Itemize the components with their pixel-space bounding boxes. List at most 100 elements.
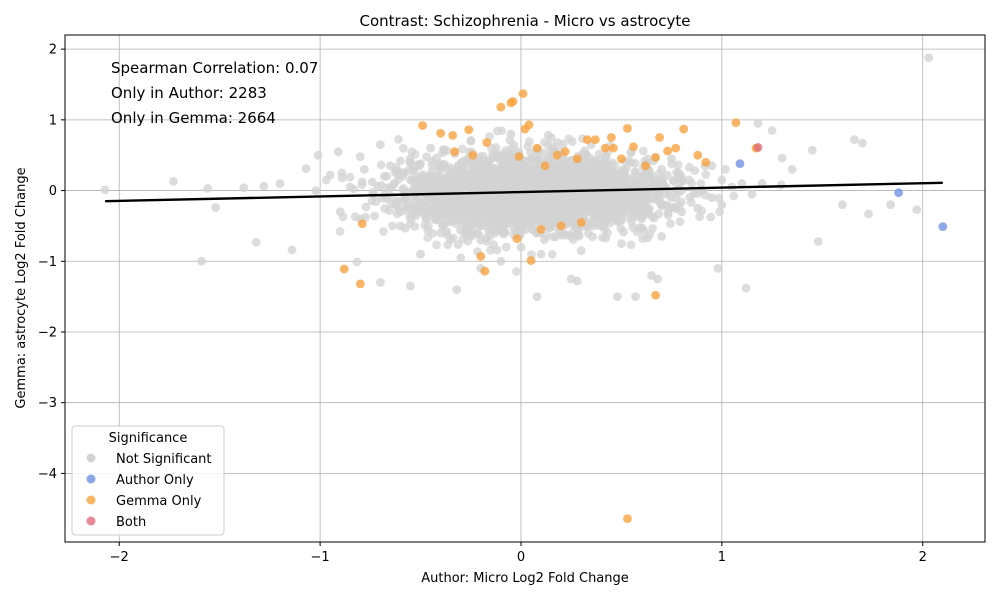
point-not-significant: [416, 159, 425, 169]
point-not-significant-cloud: [701, 170, 711, 179]
point-not-significant: [466, 179, 476, 188]
point-not-significant: [552, 182, 562, 192]
point-not-significant: [239, 183, 249, 193]
point-not-significant: [466, 136, 476, 146]
point-not-significant-cloud: [541, 231, 551, 241]
point-not-significant-cloud: [690, 166, 700, 175]
point-not-significant: [480, 175, 490, 185]
author-only-annotation: Only in Author: 2283: [111, 84, 267, 102]
point-gemma-only: [339, 264, 349, 274]
point-gemma-only: [448, 131, 458, 140]
point-not-significant: [506, 186, 516, 195]
x-tick-label: 0: [517, 550, 525, 565]
point-not-significant: [850, 135, 859, 145]
point-not-significant: [637, 214, 646, 224]
point-not-significant-cloud: [501, 242, 511, 252]
point-not-significant: [653, 179, 662, 188]
point-not-significant: [613, 292, 622, 302]
point-not-significant-cloud: [512, 267, 521, 276]
point-not-significant: [546, 175, 556, 185]
legend-label-gemma-only: Gemma Only: [116, 494, 202, 509]
point-not-significant: [657, 164, 666, 174]
point-gemma-only: [651, 152, 660, 162]
point-not-significant-cloud: [357, 180, 367, 190]
point-not-significant-cloud: [345, 172, 355, 182]
point-not-significant-cloud: [498, 149, 508, 159]
point-not-significant-cloud: [663, 210, 673, 220]
point-not-significant: [450, 177, 460, 187]
point-author-only: [938, 222, 948, 232]
point-not-significant-cloud: [407, 147, 417, 157]
point-not-significant-cloud: [589, 219, 599, 228]
point-not-significant-cloud: [562, 156, 571, 166]
point-not-significant-cloud: [493, 209, 503, 219]
legend-marker-author-only: [86, 474, 96, 484]
point-not-significant: [621, 193, 630, 203]
point-not-significant-cloud: [453, 240, 463, 249]
point-not-significant: [924, 53, 934, 63]
grid-lines: [65, 35, 985, 542]
point-not-significant-cloud: [514, 208, 524, 218]
point-not-significant: [540, 200, 550, 210]
point-not-significant: [426, 179, 435, 188]
point-not-significant-cloud: [609, 212, 619, 222]
point-not-significant: [886, 200, 895, 210]
point-not-significant: [275, 179, 285, 188]
point-not-significant-cloud: [412, 207, 422, 217]
point-gemma-only: [476, 251, 486, 261]
point-not-significant-cloud: [594, 149, 604, 159]
point-not-significant: [396, 156, 405, 166]
point-not-significant: [406, 175, 415, 185]
point-not-significant-cloud: [370, 211, 380, 221]
point-not-significant: [359, 164, 369, 174]
point-not-significant-cloud: [584, 229, 593, 238]
y-tick-label: −4: [38, 467, 57, 482]
point-gemma-only: [480, 266, 490, 276]
point-not-significant: [536, 249, 546, 259]
point-gemma-only: [617, 154, 626, 164]
regression-line: [105, 181, 943, 203]
point-not-significant-cloud: [335, 227, 345, 236]
point-not-significant: [311, 186, 321, 195]
point-not-significant-cloud: [542, 207, 551, 217]
point-gemma-only: [693, 150, 703, 160]
point-not-significant-cloud: [403, 202, 413, 212]
point-not-significant-cloud: [670, 203, 679, 212]
point-not-significant: [540, 193, 550, 203]
point-not-significant: [396, 221, 405, 231]
legend-marker-both: [86, 516, 96, 526]
point-not-significant-cloud: [481, 194, 490, 204]
point-gemma-only: [512, 234, 522, 244]
point-gemma-only: [629, 142, 638, 152]
point-gemma-only: [436, 128, 446, 138]
point-not-significant: [912, 205, 922, 215]
point-not-significant-cloud: [414, 197, 424, 206]
point-not-significant: [532, 292, 542, 302]
point-not-significant: [492, 193, 502, 203]
point-not-significant: [367, 177, 377, 187]
point-not-significant-cloud: [624, 202, 634, 211]
point-not-significant-cloud: [509, 176, 519, 186]
point-not-significant-cloud: [376, 160, 386, 170]
point-gemma-only: [641, 161, 650, 171]
point-not-significant-cloud: [492, 245, 502, 255]
point-not-significant-cloud: [629, 208, 639, 217]
point-not-significant-cloud: [539, 148, 549, 158]
point-not-significant: [436, 164, 446, 174]
point-not-significant-cloud: [468, 160, 478, 170]
point-not-significant: [456, 253, 466, 263]
legend: Significance Not Significant Author Only…: [71, 425, 225, 536]
point-gemma-only: [663, 146, 673, 156]
point-not-significant-cloud: [776, 180, 786, 190]
point-not-significant-cloud: [392, 209, 402, 219]
point-gemma-only: [623, 123, 632, 133]
point-not-significant-cloud: [428, 207, 438, 217]
point-not-significant: [661, 189, 671, 199]
point-not-significant-cloud: [601, 233, 611, 243]
point-not-significant: [631, 292, 640, 302]
point-not-significant: [416, 249, 425, 259]
point-not-significant-cloud: [628, 223, 638, 232]
point-gemma-only: [701, 157, 711, 167]
point-gemma-only: [552, 150, 562, 160]
point-not-significant: [837, 200, 847, 210]
